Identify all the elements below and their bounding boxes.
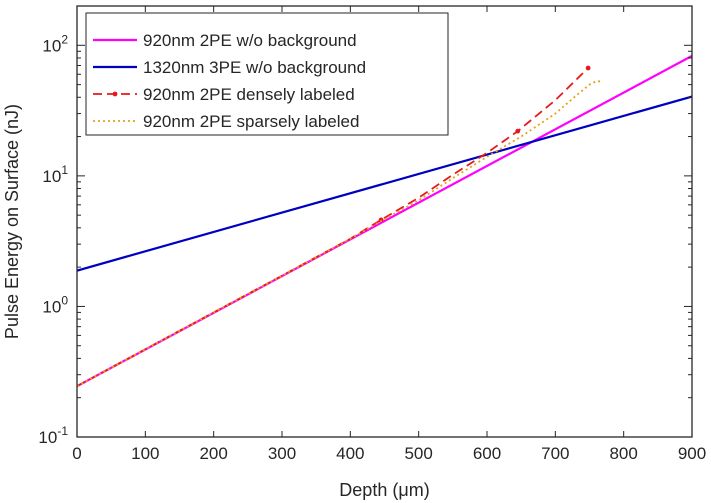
x-tick-label: 700 [541,444,569,463]
legend-label-4: 920nm 2PE sparsely labeled [143,112,359,131]
y-tick-label: 102 [42,32,68,55]
x-tick-label: 900 [678,444,706,463]
x-axis-tick-labels: 0 100 200 300 400 500 600 700 800 900 [72,444,706,463]
x-tick-label: 800 [609,444,637,463]
legend-marker-3 [112,91,118,97]
legend-label-3: 920nm 2PE densely labeled [143,85,355,104]
y-tick-label: 101 [42,163,68,186]
legend-label-2: 1320nm 3PE w/o background [143,58,366,77]
y-tick-label: 100 [42,293,68,316]
x-tick-label: 100 [131,444,159,463]
legend: 920nm 2PE w/o background 1320nm 3PE w/o b… [85,12,449,136]
series-3-marker [585,65,591,71]
x-tick-label: 400 [336,444,364,463]
x-tick-label: 300 [268,444,296,463]
x-tick-label: 0 [72,444,81,463]
y-tick-label: 10-1 [38,424,68,447]
x-tick-label: 200 [199,444,227,463]
x-tick-label: 500 [404,444,432,463]
series-line-2 [77,95,692,272]
legend-box [85,12,449,136]
y-axis-label: Pulse Energy on Surface (nJ) [2,104,22,339]
x-axis-label: Depth (μm) [339,480,429,500]
series-line-3 [77,67,589,387]
y-axis-tick-labels: 10-1 100 101 102 [38,32,68,447]
legend-label-1: 920nm 2PE w/o background [143,31,357,50]
plot-area-frame [76,5,693,438]
series-3-marker [378,217,384,223]
series-layer [77,54,692,388]
axis-ticks [76,5,693,438]
x-tick-label: 600 [473,444,501,463]
series-3-marker [515,128,521,134]
series-line-4 [77,80,604,387]
